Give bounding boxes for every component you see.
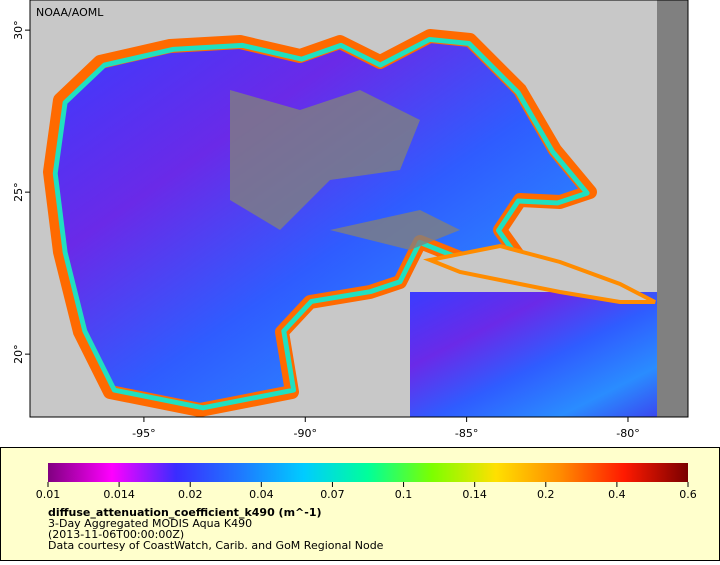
cuba — [423, 243, 656, 304]
colorbar-tick-label: 0.01 — [36, 488, 61, 501]
credit: NOAA/AOML — [36, 6, 104, 19]
cloud-gaps — [230, 90, 460, 250]
legend-line: (2013-11-06T00:00:00Z) — [48, 528, 184, 541]
no-data — [657, 0, 688, 417]
legend-line: Data courtesy of CoastWatch, Carib. and … — [48, 539, 384, 552]
y-tick-label: 20° — [12, 344, 25, 364]
caribbean-water — [410, 292, 657, 417]
colorbar-tick-label: 0.6 — [679, 488, 697, 501]
colorbar — [48, 463, 688, 482]
map: NOAA/AOML — [29, 0, 689, 418]
colorbar-tick-label: 0.014 — [103, 488, 135, 501]
y-tick-label: 25° — [12, 182, 25, 202]
x-tick-label: -80° — [616, 427, 639, 440]
legend-line: 3-Day Aggregated MODIS Aqua K490 — [48, 517, 252, 530]
y-tick-label: 30° — [12, 20, 25, 39]
colorbar-tick-label: 0.4 — [608, 488, 626, 501]
colorbar-tick-label: 0.04 — [249, 488, 274, 501]
florida — [520, 0, 640, 200]
colorbar-ticks: 0.01 0.014 0.02 0.04 0.07 0.1 0.14 0.2 0.4 0.6 — [36, 482, 697, 501]
colorbar-tick-label: 0.02 — [178, 488, 203, 501]
colorbar-tick-label: 0.07 — [320, 488, 345, 501]
x-tick-label: -85° — [455, 427, 478, 440]
map-frame — [29, 0, 689, 418]
axes: -95° -90° -85° -80° 20° 25° 30° — [12, 20, 640, 440]
colorbar-tick-label: 0.2 — [537, 488, 555, 501]
colorbar-tick-label: 0.14 — [462, 488, 487, 501]
colorbar-tick-label: 0.1 — [395, 488, 413, 501]
x-tick-label: -90° — [294, 427, 317, 440]
variable-name: diffuse_attenuation_coefficient_k490 (m^… — [48, 506, 322, 519]
coastal-band — [52, 36, 590, 411]
x-tick-label: -95° — [132, 427, 155, 440]
